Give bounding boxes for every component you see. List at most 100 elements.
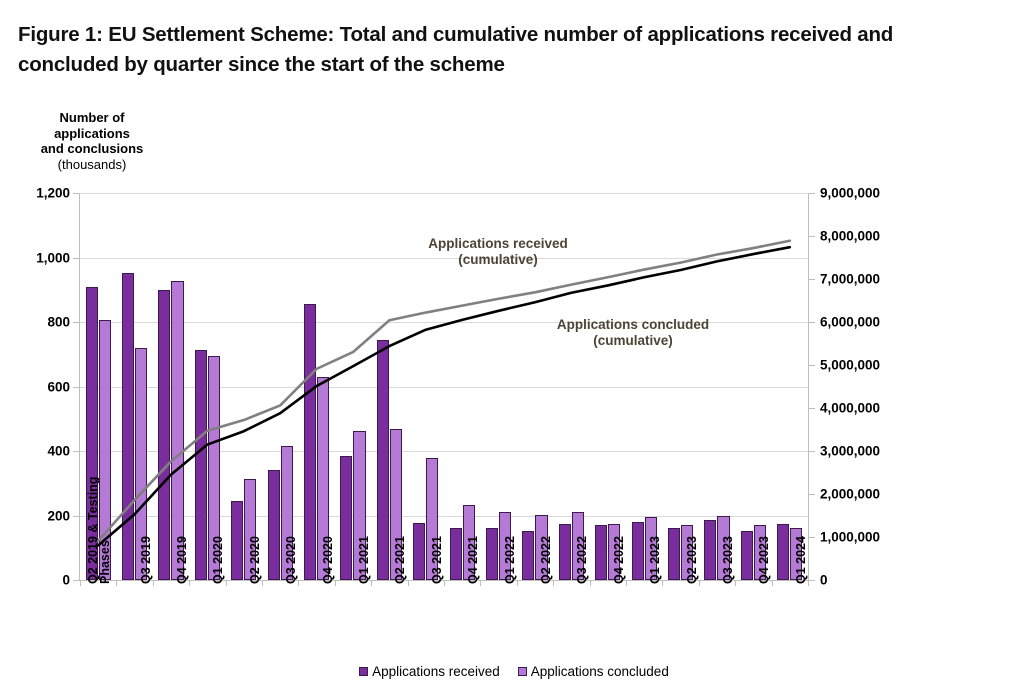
x-axis-tick-mark <box>698 580 700 586</box>
right-axis-tick-label: 4,000,000 <box>820 400 881 416</box>
bar-applications-received <box>631 521 644 580</box>
left-axis-tick-label: 800 <box>47 314 70 330</box>
bar-applications-received <box>340 455 353 580</box>
x-axis-tick-mark <box>334 580 336 586</box>
legend-label-received: Applications received <box>372 664 500 679</box>
x-axis-tick-mark <box>808 580 809 586</box>
left-axis-tick-mark <box>73 193 80 194</box>
y-axis-caption-line-2: applications <box>54 125 130 141</box>
bar-applications-received <box>194 350 207 580</box>
x-axis-label: Q3 2021 <box>429 536 444 584</box>
right-axis-tick-mark <box>808 236 815 237</box>
x-axis-tick-mark <box>626 580 627 586</box>
x-axis-label: Q2 2023 <box>684 536 699 584</box>
left-axis-tick-label: 200 <box>47 508 70 523</box>
right-axis-tick-label: 9,000,000 <box>820 185 881 201</box>
bar-applications-received <box>522 530 535 580</box>
x-axis-tick-mark <box>735 580 737 586</box>
bar-applications-received <box>267 470 280 580</box>
right-axis-tick-label: 1,000,000 <box>820 529 881 545</box>
bar-applications-received <box>777 523 790 580</box>
legend-item-concluded: Applications concluded <box>517 664 669 679</box>
annotation-applications-concluded-cumulative: Applications concluded (cumulative) <box>556 317 710 348</box>
x-axis-label: Q4 2022 <box>611 536 626 584</box>
x-axis-label: Q4 2020 <box>320 536 335 584</box>
x-axis-tick-mark <box>516 580 518 586</box>
x-axis-label: Q1 2022 <box>502 536 517 584</box>
left-axis-tick-label: 600 <box>47 379 70 394</box>
left-axis-tick-mark <box>73 515 80 517</box>
legend-item-received: Applications received <box>359 664 500 679</box>
right-axis-tick-mark <box>808 408 815 409</box>
x-axis-label: Q4 2023 <box>757 536 772 584</box>
x-axis-label: Q3 2022 <box>575 536 590 584</box>
x-axis-tick-mark <box>371 580 373 586</box>
bar-applications-received <box>158 289 171 580</box>
x-axis-label: Q2 2019 & Testing Phases <box>86 476 113 584</box>
right-axis-tick-label: 7,000,000 <box>820 271 881 287</box>
left-axis-tick-mark <box>73 257 80 259</box>
x-axis-tick-mark <box>589 580 591 586</box>
left-axis-tick-mark <box>73 451 80 452</box>
right-axis-tick-label: 8,000,000 <box>820 228 881 244</box>
left-axis-tick-label: 400 <box>47 443 70 459</box>
x-axis-tick-mark <box>225 580 227 586</box>
bar-applications-received <box>558 523 571 580</box>
x-axis-label: Q2 2021 <box>393 536 408 584</box>
right-axis-tick-mark <box>808 322 815 323</box>
bar-applications-received <box>376 339 389 580</box>
legend-swatch-concluded-icon <box>517 667 527 676</box>
x-axis-tick-mark <box>189 580 191 586</box>
left-axis-tick-label: 1,000 <box>36 250 70 265</box>
x-axis-label: Q3 2023 <box>721 536 735 584</box>
annotation-applications-received-cumulative: Applications received (cumulative) <box>428 236 568 267</box>
x-axis-tick-mark <box>262 580 263 586</box>
right-axis-tick-label: 6,000,000 <box>820 314 881 330</box>
gridline <box>80 193 808 194</box>
right-axis-tick-mark <box>808 279 815 280</box>
x-axis-label: Q4 2021 <box>466 536 481 584</box>
page-title: Figure 1: EU Settlement Scheme: Total an… <box>18 23 894 76</box>
left-axis-tick-mark <box>73 386 80 388</box>
right-axis-tick-label: 5,000,000 <box>820 357 881 373</box>
bar-applications-received <box>121 272 135 580</box>
x-axis-tick-mark <box>152 580 154 586</box>
right-axis-tick-mark <box>808 193 815 194</box>
bar-applications-received <box>449 528 462 580</box>
bar-applications-received <box>485 528 499 580</box>
bar-applications-received <box>595 525 608 580</box>
x-axis-tick-mark <box>407 580 409 586</box>
x-axis-label: Q1 2021 <box>357 536 371 584</box>
x-axis-label: Q4 2019 <box>175 536 189 584</box>
right-axis-tick-mark <box>808 365 815 366</box>
left-axis-tick-label: 1,200 <box>36 185 70 201</box>
x-axis-label: Q3 2019 <box>138 536 153 584</box>
right-axis-tick-label: 0 <box>820 572 828 588</box>
x-axis-tick-mark <box>771 580 773 586</box>
left-axis-tick-label: 0 <box>62 572 70 588</box>
y-axis-caption: Number of applications and conclusions (… <box>12 110 172 172</box>
x-axis-tick-mark <box>116 580 118 586</box>
right-axis-tick-mark <box>808 494 815 495</box>
chart-legend: Applications received Applications concl… <box>0 664 1028 679</box>
right-axis-line <box>808 193 809 580</box>
x-axis-tick-mark <box>662 580 664 586</box>
bar-applications-received <box>740 530 753 580</box>
x-axis-label: Q1 2023 <box>648 536 663 584</box>
right-axis-tick-mark <box>808 451 815 452</box>
right-axis-tick-mark <box>808 537 815 538</box>
x-axis-tick-mark <box>298 580 300 586</box>
bar-applications-received <box>413 522 426 580</box>
left-axis-tick-mark <box>73 580 80 581</box>
right-axis-tick-label: 2,000,000 <box>820 486 881 502</box>
x-axis-tick-mark <box>553 580 555 586</box>
right-axis-tick-label: 3,000,000 <box>820 443 881 459</box>
x-axis-label: Q3 2020 <box>284 536 299 584</box>
legend-swatch-received-icon <box>359 667 369 676</box>
x-axis-label: Q1 2020 <box>211 536 226 584</box>
chart-plot-area: 0 200 400 600 800 1,000 1,200 0 1,000,000 2,000,… <box>36 186 880 588</box>
legend-label-concluded: Applications concluded <box>530 664 669 679</box>
left-axis-tick-mark <box>73 322 80 323</box>
bar-applications-received <box>303 304 317 580</box>
bar-applications-concluded <box>790 528 803 580</box>
